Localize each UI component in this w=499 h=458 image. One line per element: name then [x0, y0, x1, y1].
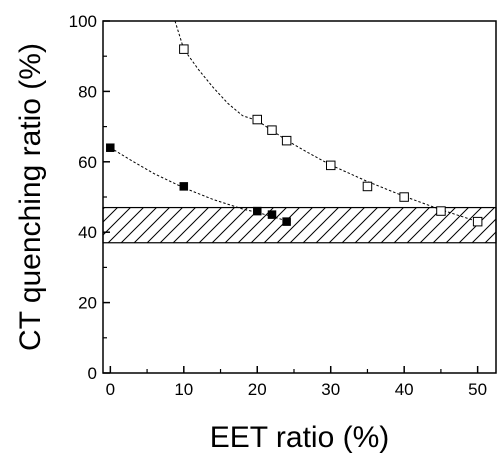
data-point-series-2 — [252, 114, 262, 125]
data-point-series-1 — [106, 143, 115, 152]
y-tick-label: 40 — [78, 223, 97, 242]
x-tick-label: 30 — [321, 380, 340, 399]
band-layer — [102, 206, 497, 244]
data-point-series-2 — [362, 181, 373, 192]
x-tick-label: 40 — [395, 380, 414, 399]
data-point-series-1 — [179, 182, 189, 191]
plot-frame — [102, 20, 497, 374]
x-tick-label: 0 — [106, 380, 115, 399]
x-tick-label: 50 — [468, 380, 487, 399]
marker-layer — [106, 44, 483, 227]
y-tick-label: 80 — [78, 82, 97, 101]
hatched-band — [102, 206, 497, 244]
data-point-series-2 — [326, 160, 336, 171]
data-point-series-1 — [253, 206, 262, 216]
y-tick-label: 0 — [88, 364, 97, 383]
data-point-series-2 — [179, 44, 189, 54]
y-tick-label: 60 — [78, 153, 97, 172]
x-tick-label: 20 — [248, 380, 267, 399]
data-point-series-1 — [267, 210, 277, 219]
data-point-series-2 — [436, 206, 446, 216]
x-axis-label: EET ratio (%) — [210, 421, 390, 454]
fit-curve-series-2 — [174, 21, 478, 223]
y-tick-label: 20 — [78, 294, 97, 313]
fit-curve-layer — [110, 21, 478, 223]
data-point-series-2 — [399, 192, 409, 202]
y-tick-label: 100 — [69, 12, 97, 31]
data-point-series-2 — [472, 216, 483, 227]
y-axis-label: CT quenching ratio (%) — [14, 43, 47, 351]
tick-label-layer: 0 10 20 30 40 50 0 20 40 60 80 100 — [69, 12, 487, 399]
fit-curve-series-1 — [110, 147, 287, 222]
tick-layer — [103, 20, 479, 374]
data-point-series-2 — [281, 135, 292, 146]
x-tick-label: 10 — [174, 380, 193, 399]
data-point-series-1 — [282, 217, 291, 226]
data-point-series-2 — [267, 125, 277, 135]
